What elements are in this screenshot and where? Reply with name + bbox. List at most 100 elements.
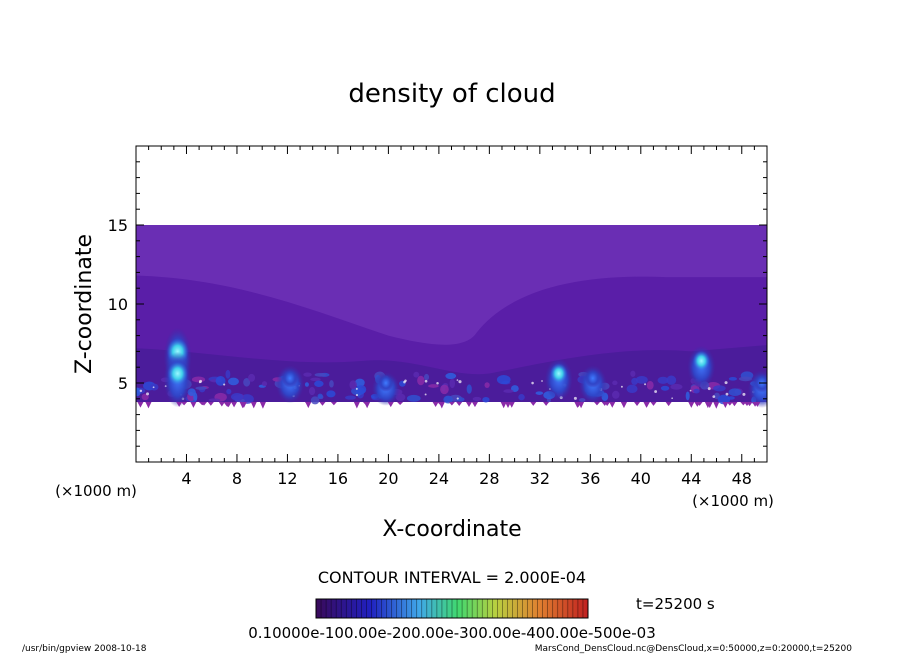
speck: [724, 381, 728, 385]
turbulence-blob: [355, 384, 367, 395]
turbulence-blob: [449, 378, 456, 389]
turbulence-blob: [440, 384, 449, 395]
edge-tooth: [448, 401, 455, 406]
turbulence-blob: [310, 377, 321, 382]
turbulence-blob: [225, 369, 231, 379]
edge-tooth: [397, 401, 404, 406]
edge-tooth: [696, 401, 703, 406]
turbulence-blob: [329, 380, 334, 388]
edge-tooth: [224, 401, 231, 408]
turbulence-blob: [482, 396, 490, 403]
turbulence-blob: [612, 380, 618, 386]
edge-tooth: [330, 401, 337, 406]
turbulence-blob: [208, 398, 221, 402]
edge-tooth: [722, 401, 729, 409]
edge-tooth: [231, 401, 238, 408]
edge-tooth: [218, 401, 225, 407]
edge-tooth: [505, 401, 512, 409]
turbulence-blob: [310, 396, 320, 405]
speck: [458, 380, 462, 384]
speck: [644, 383, 647, 386]
cloud-cell: [281, 368, 298, 388]
turbulence-blob: [445, 372, 457, 380]
edge-tooth: [726, 401, 733, 406]
x-unit-label: (×1000 m): [692, 492, 774, 510]
turbulence-blob: [579, 398, 586, 402]
turbulence-blob: [304, 382, 309, 387]
edge-tooth: [688, 401, 695, 408]
speck: [223, 383, 226, 386]
edge-tooth: [601, 401, 608, 406]
speck: [541, 380, 543, 382]
speck: [654, 390, 658, 393]
turbulence-blob: [472, 396, 482, 402]
turbulence-blob: [303, 372, 312, 377]
speck: [424, 379, 428, 383]
footer-left: /usr/bin/gpview 2008-10-18: [22, 644, 147, 654]
edge-tooth: [593, 401, 600, 406]
edge-tooth: [207, 401, 214, 406]
plot-area: [136, 225, 767, 409]
turbulence-blob: [646, 380, 654, 390]
turbulence-blob: [193, 392, 198, 401]
turbulence-blob: [428, 384, 439, 388]
turbulence-blob: [670, 383, 683, 390]
speck: [573, 396, 577, 400]
speck: [707, 387, 711, 391]
edge-tooth: [353, 401, 360, 409]
turbulence-blob: [406, 394, 421, 402]
turbulence-blob: [354, 378, 365, 387]
x-tick-label: 8: [232, 469, 242, 488]
y-tick-label: 10: [108, 295, 128, 314]
edge-tooth: [530, 401, 537, 406]
speck: [620, 385, 623, 388]
turbulence-blob: [226, 388, 232, 395]
turbulence-blob: [349, 380, 357, 390]
turbulence-blob: [728, 388, 742, 397]
edge-tooth: [705, 401, 712, 406]
turbulence-blob: [717, 394, 731, 405]
x-tick-label: 44: [681, 469, 701, 488]
edge-tooth: [190, 401, 197, 408]
speck: [146, 392, 150, 396]
x-tick-label: 16: [328, 469, 348, 488]
edge-tooth: [665, 401, 672, 407]
edge-tooth: [239, 401, 246, 409]
turbulence-blob: [243, 377, 251, 387]
turbulence-blob: [660, 385, 670, 391]
edge-tooth: [620, 401, 627, 409]
speck: [355, 394, 359, 397]
edge-tooth: [456, 401, 463, 407]
turbulence-blob: [657, 376, 669, 384]
turbulence-blob: [261, 381, 268, 387]
y-unit-label: (×1000 m): [55, 482, 137, 500]
turbulence-blob: [738, 376, 753, 382]
turbulence-blob: [503, 389, 514, 393]
edge-tooth: [145, 401, 152, 407]
y-tick-label: 15: [108, 216, 128, 235]
speck: [404, 379, 407, 383]
speck: [355, 387, 358, 390]
edge-tooth: [609, 401, 616, 408]
edge-tooth: [304, 401, 311, 406]
edge-tooth: [465, 401, 472, 408]
x-tick-label: 20: [378, 469, 398, 488]
turbulence-blob: [317, 393, 323, 399]
edge-tooth: [387, 401, 394, 408]
edge-tooth: [713, 401, 720, 409]
edge-tooth: [543, 401, 550, 406]
turbulence-blob: [345, 395, 356, 400]
turbulence-blob: [215, 376, 226, 386]
turbulence-blob: [496, 375, 511, 385]
edge-tooth: [754, 401, 761, 407]
turbulence-blob: [666, 375, 677, 385]
edge-tooth: [437, 401, 444, 405]
turbulence-blob: [630, 370, 636, 377]
colorbar-label: 0.10000e-100.00e-200.00e-300.00e-400.00e…: [248, 624, 656, 642]
edge-tooth: [650, 401, 657, 406]
cloud-cell: [584, 368, 601, 388]
turbulence-blob: [326, 390, 336, 398]
edge-tooth: [574, 401, 581, 409]
cloud-cell: [167, 361, 189, 386]
